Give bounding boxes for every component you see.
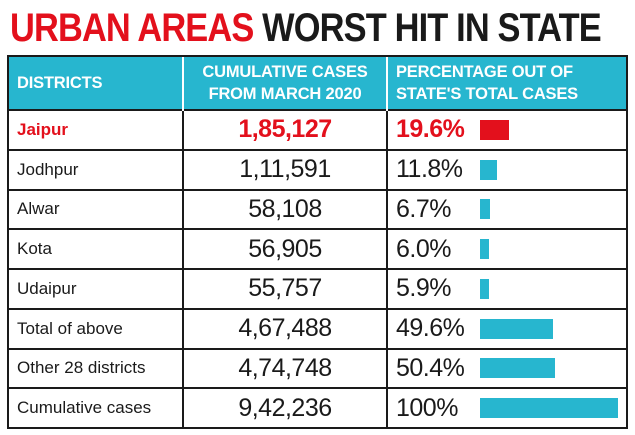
district-name: Udaipur [9,268,183,309]
header-cases-line1: CUMULATIVE CASES [202,63,368,81]
percentage-bar [480,358,555,379]
district-name: Alwar [9,188,183,230]
cumulative-cases-value: 58,108 [182,188,387,230]
percentage-value: 5.9% [396,274,451,303]
header-cases-line2: FROM MARCH 2020 [208,85,362,103]
percentage-value: 49.6% [396,314,465,343]
percentage-cell: 11.8% [386,148,626,190]
title-main: WORST HIT IN STATE [262,6,602,50]
title-accent: URBAN AREAS [10,6,254,50]
percentage-bar [480,159,497,180]
header-percentage: PERCENTAGE OUT OF STATE'S TOTAL CASES [386,57,626,110]
percentage-bar [480,239,489,260]
table-row: Total of above 4,67,488 49.6% [9,307,626,349]
percentage-cell: 6.0% [386,228,626,269]
percentage-bar [480,398,618,419]
cumulative-cases-value: 56,905 [182,228,387,269]
table-row: Kota 56,905 6.0% [9,228,626,269]
data-table: DISTRICTS CUMULATIVE CASES FROM MARCH 20… [7,55,628,429]
cumulative-cases-value: 1,11,591 [182,148,387,190]
percentage-cell: 6.7% [386,188,626,230]
table-header-row: DISTRICTS CUMULATIVE CASES FROM MARCH 20… [9,57,626,110]
percentage-bar [480,119,509,140]
percentage-value: 100% [396,393,458,422]
table-row: Cumulative cases 9,42,236 100% [9,387,626,427]
district-name: Cumulative cases [9,387,183,427]
table-row: Jaipur 1,85,127 19.6% [9,109,626,150]
table-row: Alwar 58,108 6.7% [9,188,626,230]
table-row: Jodhpur 1,11,591 11.8% [9,148,626,190]
district-name: Jodhpur [9,148,183,190]
header-pct-line2: STATE'S TOTAL CASES [396,85,578,103]
cumulative-cases-value: 4,67,488 [182,307,387,349]
percentage-cell: 50.4% [386,347,626,389]
percentage-cell: 49.6% [386,307,626,349]
header-districts: DISTRICTS [9,57,183,110]
percentage-bar [480,278,489,299]
cumulative-cases-value: 9,42,236 [182,387,387,427]
percentage-value: 19.6% [396,115,465,144]
cumulative-cases-value: 1,85,127 [182,109,387,150]
cumulative-cases-value: 4,74,748 [182,347,387,389]
percentage-value: 6.7% [396,194,451,223]
district-name: Total of above [9,307,183,349]
percentage-cell: 19.6% [386,109,626,150]
district-name: Other 28 districts [9,347,183,389]
percentage-bar [480,199,490,220]
district-name: Jaipur [9,109,183,150]
chart-title: URBAN AREAS WORST HIT IN STATE [10,4,602,52]
table-row: Udaipur 55,757 5.9% [9,268,626,309]
district-name: Kota [9,228,183,269]
table-row: Other 28 districts 4,74,748 50.4% [9,347,626,389]
percentage-bar [480,318,553,339]
header-pct-line1: PERCENTAGE OUT OF [396,63,573,81]
percentage-cell: 100% [386,387,626,427]
percentage-value: 50.4% [396,353,465,382]
percentage-cell: 5.9% [386,268,626,309]
percentage-value: 6.0% [396,234,451,263]
header-cumulative-cases: CUMULATIVE CASES FROM MARCH 2020 [182,57,387,110]
percentage-value: 11.8% [396,155,463,184]
cumulative-cases-value: 55,757 [182,268,387,309]
